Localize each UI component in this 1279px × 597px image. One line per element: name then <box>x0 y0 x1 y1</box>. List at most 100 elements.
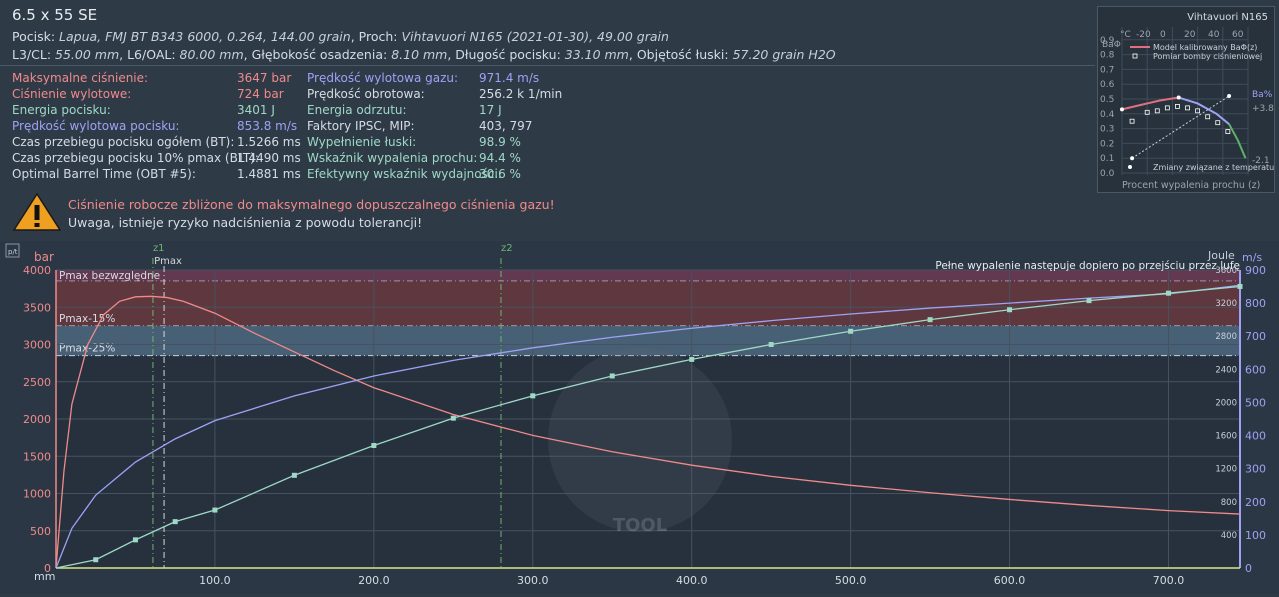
stat-value: 724 bar <box>237 87 284 101</box>
stat-label: Prędkość obrotowa: <box>307 87 425 101</box>
watermark-text-bottom: TOOL <box>613 515 667 536</box>
y-tick-label: 4000 <box>23 264 51 277</box>
mini-model-curve <box>1228 123 1247 159</box>
info-label: , L6/OAL: <box>119 47 180 62</box>
series-line-bar <box>55 295 1241 569</box>
mini-temp-point <box>1130 156 1135 161</box>
info-label: , Głębokość osadzenia: <box>243 47 392 62</box>
y3-tick-label: 700 <box>1245 330 1266 343</box>
mini-model-curve <box>1121 96 1179 111</box>
mini-y-label: BaΦ <box>1102 40 1121 50</box>
mini-measurement-point <box>1195 108 1200 114</box>
mini-legend-dot <box>1128 165 1132 169</box>
header: 6.5 x 55 SE Pocisk: Lapua, FMJ BT B343 6… <box>12 6 1092 64</box>
info-label: , Objętość łuski: <box>628 47 733 62</box>
chart-options-icon-glyph: p/t <box>8 248 18 256</box>
y-tick-label: 500 <box>30 525 51 538</box>
watermark-circle <box>548 348 732 532</box>
mini-y-tick: 0.3 <box>1100 125 1114 135</box>
x-tick-label: 600.0 <box>994 574 1026 587</box>
energy-data-point <box>1007 307 1013 313</box>
energy-data-point <box>848 328 854 334</box>
stat-value: 403, 797 <box>479 119 533 133</box>
stats-left: Maksymalne ciśnienie: 3647 bar Ciśnienie w… <box>12 70 301 182</box>
mini-measurement-point <box>1154 108 1160 114</box>
mini-y-tick: 0.7 <box>1100 65 1114 75</box>
stat-value: 98.9 % <box>479 135 521 149</box>
y2-tick-label: 3600 <box>1215 266 1237 276</box>
mini-temp-point <box>1120 107 1124 112</box>
energy-data-point <box>371 442 377 448</box>
mini-measurement-point <box>1144 109 1150 115</box>
y-tick-label: 3500 <box>23 301 51 314</box>
mini-legend-temp: Zmiany związane z temperaturą <box>1153 163 1274 172</box>
mini-measurement-point <box>1215 120 1221 126</box>
pressure-band <box>56 270 1240 282</box>
stat-label: Prędkość wylotowa pocisku: <box>12 119 180 133</box>
stat-row: Optimal Barrel Time (OBT #5): 1.4881 ms <box>12 166 301 182</box>
y3-tick-label: 400 <box>1245 430 1266 443</box>
stat-row: Maksymalne ciśnienie: 3647 bar <box>12 70 297 86</box>
stat-value: 3647 bar <box>237 71 292 85</box>
stat-value: 17 J <box>479 103 502 117</box>
y-tick-label: 2000 <box>23 413 51 426</box>
y-tick-label: 0 <box>44 562 51 575</box>
stat-label: Wypełnienie łuski: <box>307 135 417 149</box>
mini-measurement-point <box>1205 114 1211 120</box>
mini-temp-unit: °C <box>1120 30 1131 40</box>
stat-row: Ciśnienie wylotowe: 724 bar <box>12 86 297 102</box>
watermark-logo: TOOL <box>548 348 732 536</box>
stat-row: Energia pocisku: 3401 J <box>12 102 297 118</box>
info-value: Vihtavuori N165 (2021-01-30), 49.00 grai… <box>401 29 669 44</box>
info-label: Pocisk: <box>12 29 60 44</box>
warning-line-2: Uwaga, istnieje ryzyko nadciśnienia z po… <box>68 215 423 230</box>
mini-measurement-point <box>1129 118 1135 124</box>
mini-temp-tick: 0 <box>1160 30 1166 40</box>
bullet-powder-line: Pocisk: Lapua, FMJ BT B343 6000, 0.264, … <box>12 28 1092 46</box>
mini-temp-tick: 40 <box>1208 30 1220 40</box>
stat-label: Prędkość wylotowa gazu: <box>307 71 459 85</box>
energy-data-point <box>291 472 297 478</box>
warning-line-1: Ciśnienie robocze zbliżone do maksymalne… <box>68 197 555 212</box>
stat-value: 94.4 % <box>479 151 521 165</box>
warning-text: Ciśnienie robocze zbliżone do maksymalne… <box>68 196 555 232</box>
y-tick-label: 3000 <box>23 339 51 352</box>
y2-tick-label: 2400 <box>1215 365 1237 375</box>
y2-tick-label: 1600 <box>1215 432 1237 442</box>
energy-data-point <box>1237 283 1243 289</box>
stat-value: 971.4 m/s <box>479 71 540 85</box>
y2-tick-label: 800 <box>1221 498 1237 508</box>
energy-data-point <box>1086 298 1092 304</box>
y3-tick-label: 800 <box>1245 297 1266 310</box>
mini-model-curve <box>1178 96 1230 125</box>
header-separator <box>0 65 1095 66</box>
mini-temp-tick: 20 <box>1184 30 1196 40</box>
x-tick-label: 500.0 <box>835 574 867 587</box>
stat-label: Optimal Barrel Time (OBT #5): <box>12 167 196 181</box>
mini-y2-label: Ba% <box>1252 90 1273 100</box>
y-tick-label: 1500 <box>23 450 51 463</box>
chart-options-icon[interactable] <box>5 243 20 258</box>
mini-y-tick: 0.6 <box>1100 80 1115 90</box>
mini-measurement-point <box>1164 105 1170 111</box>
stat-value: 3401 J <box>237 103 275 117</box>
stat-label: Czas przebiegu pocisku 10% pmax (BLT): <box>12 151 259 165</box>
info-label: L3/CL: <box>12 47 56 62</box>
y3-tick-label: 300 <box>1245 463 1266 476</box>
y3-axis-label: m/s <box>1242 251 1262 264</box>
stat-label: Faktory IPSC, MIP: <box>307 119 415 133</box>
pressure-chart: p/t Pmax bezwzględne Pmax-15% Pmax-25% 100.0… <box>0 241 1279 594</box>
y2-tick-label: 1200 <box>1215 465 1237 475</box>
x-tick-label: 700.0 <box>1153 574 1185 587</box>
x-tick-label: 100.0 <box>199 574 231 587</box>
mini-temp-point <box>1227 94 1232 99</box>
pressure-band <box>56 325 1240 356</box>
info-value: 33.10 mm <box>564 47 629 62</box>
pressure-band <box>56 281 1240 326</box>
energy-data-point <box>93 557 99 563</box>
mini-title: Vihtavuori N165 <box>1187 12 1268 23</box>
mini-measurement-point <box>1185 105 1190 111</box>
mini-x-label: Procent wypalenia prochu (z) <box>1122 180 1260 191</box>
stat-value: 256.2 k 1/min <box>479 87 563 101</box>
y3-tick-label: 500 <box>1245 396 1266 409</box>
